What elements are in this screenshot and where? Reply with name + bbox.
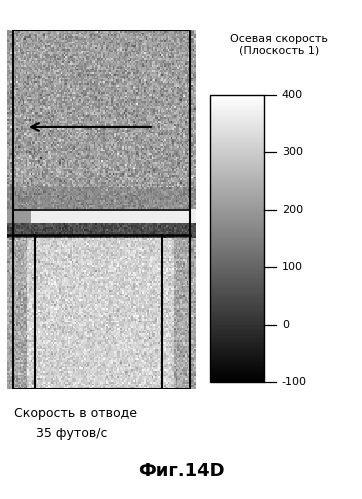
Text: Фиг.14D: Фиг.14D bbox=[138, 462, 224, 480]
Text: 35 футов/с: 35 футов/с bbox=[36, 427, 108, 440]
Text: 0: 0 bbox=[282, 319, 289, 329]
Text: 200: 200 bbox=[282, 205, 303, 215]
Text: -100: -100 bbox=[282, 377, 307, 387]
Text: 400: 400 bbox=[282, 90, 303, 100]
Text: Осевая скорость
(Плоскость 1): Осевая скорость (Плоскость 1) bbox=[230, 33, 328, 56]
Text: 300: 300 bbox=[282, 147, 303, 157]
Text: 100: 100 bbox=[282, 262, 303, 272]
Bar bbox=[210, 95, 264, 382]
Text: Скорость в отводе: Скорость в отводе bbox=[14, 407, 138, 420]
